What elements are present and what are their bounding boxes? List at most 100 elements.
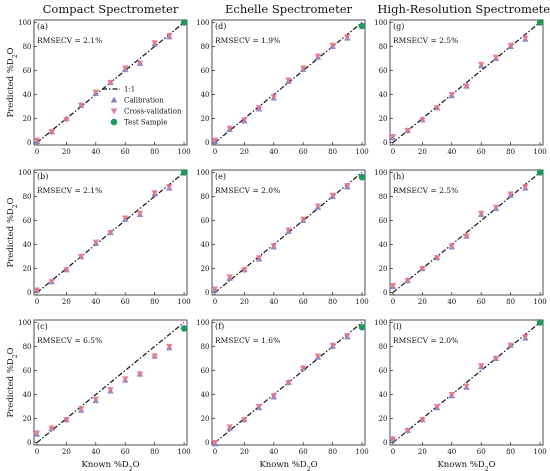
cross-validation-point (463, 383, 470, 390)
cross-validation-point (211, 137, 219, 144)
cross-validation-point (314, 203, 322, 210)
y-tick-label: 100 (374, 19, 387, 27)
y-tick-label: 60 (379, 67, 388, 75)
plot-frame (211, 169, 366, 296)
cross-validation-point (77, 406, 85, 413)
y-tick-label: 100 (374, 319, 387, 327)
y-tick-label: 40 (379, 241, 388, 249)
x-tick-label: 80 (506, 148, 515, 156)
cross-validation-point (33, 287, 41, 294)
y-tick-label: 40 (379, 391, 388, 399)
cross-validation-point (270, 393, 278, 400)
cross-validation-point (389, 134, 397, 140)
plot-frame (389, 319, 544, 446)
cross-validation-point (48, 279, 55, 286)
legend-cross-validation-label: Cross-validation (124, 108, 182, 116)
y-tick-label: 40 (23, 241, 32, 249)
cross-validation-point (433, 255, 441, 262)
x-tick-label: 20 (418, 448, 427, 456)
x-tick-label: 20 (62, 148, 71, 156)
cross-validation-point (285, 379, 292, 386)
x-tick-label: 20 (240, 448, 249, 456)
x-tick-label: 60 (477, 298, 486, 306)
y-tick-label: 20 (201, 415, 210, 423)
cross-validation-point (33, 137, 41, 144)
cross-validation-point (166, 343, 173, 350)
y-tick-label: 40 (23, 391, 32, 399)
x-tick-label: 0 (213, 148, 217, 156)
x-tick-label: 100 (533, 298, 546, 306)
cross-validation-point (329, 342, 336, 349)
cross-validation-point (314, 353, 322, 360)
cross-validation-point (151, 353, 158, 360)
y-tick-label: 20 (201, 115, 210, 123)
y-tick-label: 0 (27, 139, 31, 147)
cross-validation-point (344, 34, 351, 41)
x-tick-label: 0 (391, 298, 395, 306)
x-tick-label: 20 (418, 148, 427, 156)
cross-validation-point (433, 105, 441, 112)
cross-validation-point (136, 60, 144, 67)
cross-validation-point (211, 286, 219, 293)
y-tick-label: 80 (23, 43, 32, 51)
rmsecv-label: RMSECV = 2.0% (215, 186, 280, 195)
y-tick-label: 80 (379, 343, 388, 351)
x-tick-label: 100 (533, 448, 546, 456)
cross-validation-point (92, 239, 100, 246)
y-axis-title: Predicted %D2O (6, 197, 19, 267)
cross-validation-point (389, 282, 397, 289)
x-tick-label: 80 (150, 298, 159, 306)
cross-validation-point (463, 83, 470, 90)
y-tick-label: 60 (379, 367, 388, 375)
x-tick-label: 0 (35, 448, 39, 456)
one-to-one-line (36, 321, 185, 444)
y-tick-label: 60 (201, 367, 210, 375)
cross-validation-point (404, 428, 411, 434)
panel-i: 00 20 20 40 40 60 60 80 80 100 100 (i) RMSECV = 2.0%… (374, 319, 547, 471)
cross-validation-point (522, 35, 529, 42)
x-tick-label: 100 (177, 298, 190, 306)
x-tick-label: 60 (299, 298, 308, 306)
cross-validation-point (107, 387, 114, 394)
panel-label: (g) (393, 22, 404, 31)
cross-validation-point (92, 89, 100, 96)
cross-validation-point (344, 183, 351, 190)
cross-validation-point (121, 65, 129, 72)
x-tick-label: 40 (447, 448, 456, 456)
cross-validation-point (344, 333, 351, 340)
cross-validation-point (448, 243, 456, 250)
cross-validation-point (211, 440, 219, 446)
cross-validation-point (226, 424, 233, 431)
cross-validation-point (270, 94, 278, 101)
legend-test-sample-label: Test Sample (124, 119, 167, 127)
cross-validation-point (121, 215, 129, 222)
x-tick-label: 100 (533, 148, 546, 156)
x-tick-label: 40 (447, 148, 456, 156)
cross-validation-point (136, 371, 144, 378)
cross-validation-point (226, 125, 233, 132)
x-tick-label: 60 (477, 148, 486, 156)
y-tick-label: 20 (201, 265, 210, 273)
x-tick-label: 20 (240, 298, 249, 306)
x-tick-label: 40 (269, 448, 278, 456)
plot-frame (33, 319, 188, 446)
legend: 1:1 Calibration Cross-validation Test Sampl… (102, 86, 182, 127)
x-tick-label: 80 (506, 448, 515, 456)
cross-validation-point (299, 65, 307, 72)
x-tick-label: 80 (150, 148, 159, 156)
cross-validation-point (299, 216, 307, 223)
x-tick-label: 40 (269, 298, 278, 306)
x-tick-label: 0 (35, 298, 39, 306)
cross-validation-point (507, 342, 514, 349)
y-tick-label: 20 (379, 265, 388, 273)
cross-validation-point (121, 376, 129, 383)
panel-label: (e) (215, 172, 226, 181)
cross-validation-point (151, 40, 158, 47)
x-tick-label: 60 (299, 148, 308, 156)
y-tick-label: 60 (23, 367, 32, 375)
cross-validation-point (33, 430, 41, 437)
test-sample-point (180, 19, 188, 26)
y-tick-label: 20 (379, 415, 388, 423)
y-tick-label: 0 (205, 439, 209, 447)
x-tick-label: 60 (121, 298, 130, 306)
